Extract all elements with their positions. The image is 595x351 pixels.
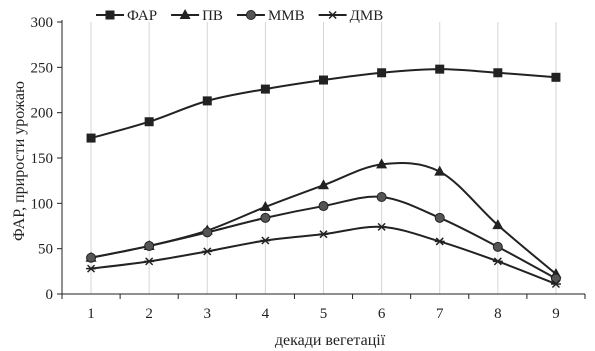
legend-marker-mmv: [245, 10, 256, 20]
data-point-far: [493, 68, 503, 78]
legend-item-pv: ПВ: [171, 8, 223, 24]
data-point-dmv: [144, 257, 155, 266]
y-tick-label: 200: [31, 106, 54, 122]
grid-layer: [90, 22, 557, 294]
data-point-far: [86, 133, 96, 143]
x-axis-title: декади вегетації: [275, 332, 386, 349]
legend: ФАР ПВ ММВ ДМВ: [96, 8, 383, 24]
legend-marker-dmv: [327, 10, 338, 20]
data-point-dmv: [492, 257, 503, 266]
data-point-dmv: [202, 247, 213, 256]
asterisk-stroke: [377, 222, 386, 231]
data-point-dmv: [260, 236, 271, 245]
asterisk-stroke: [319, 230, 328, 239]
y-tick-label: 150: [31, 151, 54, 167]
series-dmv: [86, 222, 561, 289]
data-point-dmv: [434, 237, 445, 246]
legend-label-mmv: ММВ: [268, 8, 305, 24]
asterisk-stroke: [203, 247, 212, 256]
y-tick-label: 0: [46, 287, 54, 303]
data-point-far: [551, 72, 561, 82]
asterisk-stroke: [551, 279, 560, 289]
data-point-pv: [376, 158, 388, 169]
data-point-far: [377, 68, 387, 78]
x-tick-label: 4: [262, 306, 270, 322]
x-tick-label: 5: [320, 306, 328, 322]
data-point-pv: [259, 200, 271, 211]
y-tick-label: 250: [31, 60, 54, 76]
series-layer: [85, 64, 562, 289]
data-point-mmv: [260, 212, 271, 223]
asterisk-stroke: [261, 236, 270, 245]
data-point-far: [319, 75, 328, 85]
data-point-far: [260, 84, 270, 94]
data-point-mmv: [434, 212, 445, 223]
data-point-mmv: [202, 227, 213, 238]
data-point-mmv: [376, 191, 387, 202]
legend-label-far: ФАР: [127, 8, 157, 24]
x-tick-label: 1: [87, 306, 95, 322]
asterisk-stroke: [493, 257, 502, 266]
data-point-dmv: [318, 230, 329, 239]
data-point-dmv: [550, 279, 561, 289]
data-point-dmv: [86, 264, 97, 273]
data-point-pv: [434, 165, 446, 176]
x-tick-label: 7: [436, 306, 444, 322]
legend-item-far: ФАР: [96, 8, 157, 24]
data-point-dmv: [376, 222, 387, 231]
data-point-mmv: [144, 240, 155, 251]
data-point-mmv: [492, 241, 503, 252]
y-tick-label: 100: [31, 196, 54, 212]
x-tick-label: 6: [378, 306, 386, 322]
data-point-far: [435, 64, 445, 74]
y-tick-label: 300: [31, 15, 54, 31]
legend-marker-pv: [179, 9, 191, 19]
asterisk-stroke: [435, 237, 444, 246]
data-point-mmv: [318, 201, 329, 212]
legend-item-mmv: ММВ: [236, 8, 305, 24]
axes-layer: 0 50 100 150 200 250 300 1 2 3 4 5 6 7 8 9: [31, 15, 586, 322]
data-point-far: [202, 96, 212, 106]
data-point-mmv: [86, 252, 97, 263]
legend-label-pv: ПВ: [202, 8, 223, 24]
asterisk-stroke: [328, 10, 337, 20]
asterisk-stroke: [87, 264, 96, 273]
data-point-pv: [492, 219, 504, 230]
legend-item-dmv: ДМВ: [318, 8, 384, 24]
asterisk-stroke: [145, 257, 154, 266]
data-point-far: [144, 117, 154, 127]
series-far: [86, 64, 561, 143]
y-axis-title: ФАР, прирости урожаю: [11, 81, 28, 241]
y-tick-label: 50: [38, 242, 53, 258]
legend-marker-far: [105, 10, 115, 20]
x-tick-label: 8: [494, 306, 502, 322]
legend-label-dmv: ДМВ: [350, 8, 384, 24]
data-point-pv: [318, 179, 329, 190]
x-tick-label: 2: [145, 306, 153, 322]
x-tick-label: 9: [552, 306, 560, 322]
x-tick-label: 3: [204, 306, 212, 322]
